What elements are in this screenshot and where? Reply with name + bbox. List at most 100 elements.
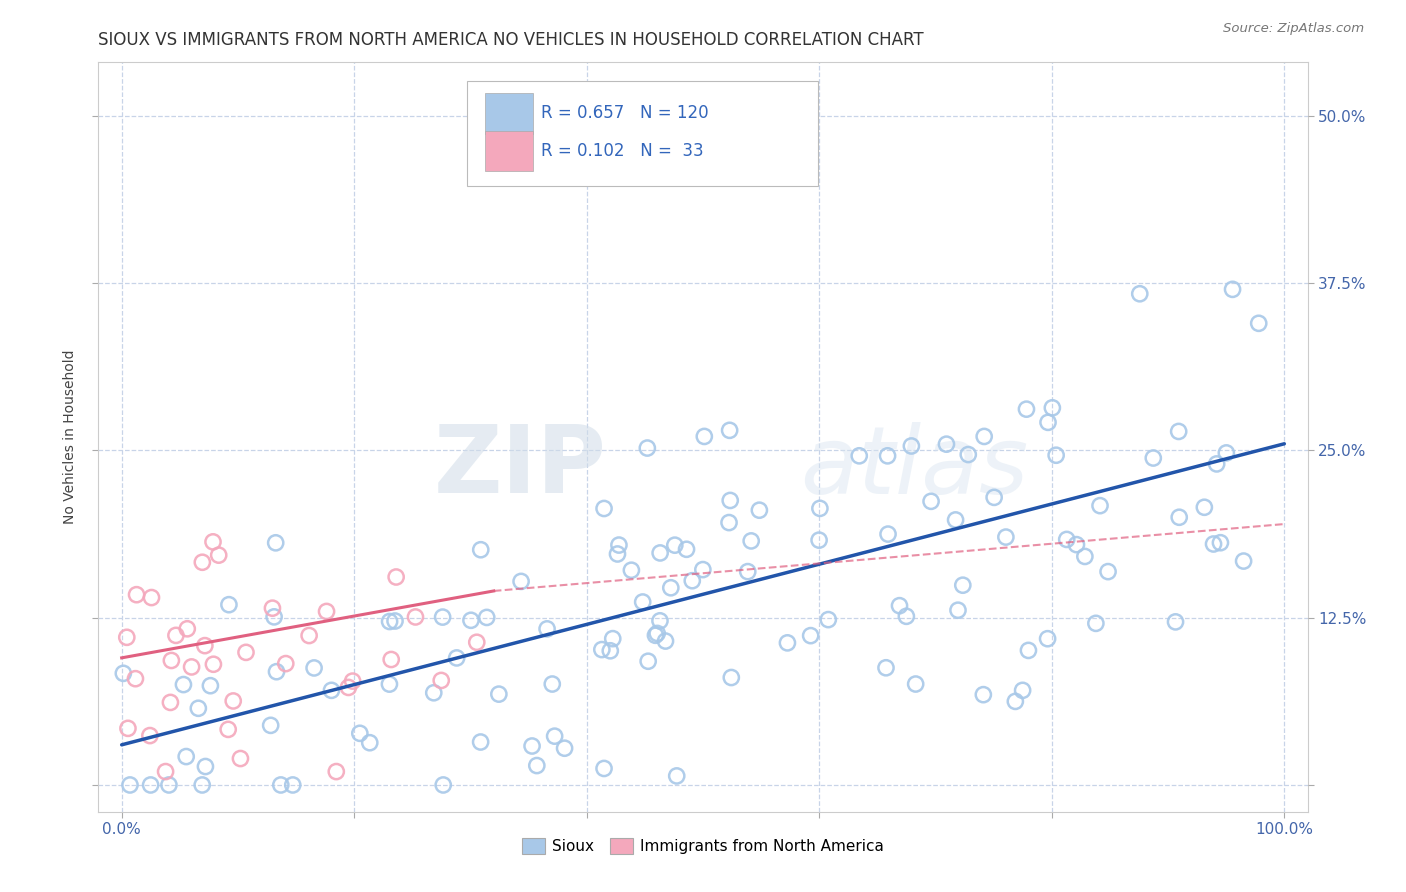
Point	[139, 778, 162, 792]
Point	[1205, 457, 1227, 471]
Point	[384, 614, 406, 628]
Point	[385, 570, 408, 584]
Point	[650, 546, 672, 560]
Point	[1167, 425, 1189, 439]
Point	[877, 527, 900, 541]
Point	[875, 661, 897, 675]
Point	[139, 729, 162, 743]
Point	[378, 615, 401, 629]
Point	[1066, 538, 1088, 552]
Point	[620, 563, 643, 577]
FancyBboxPatch shape	[467, 81, 818, 186]
Point	[115, 630, 138, 644]
Point	[900, 439, 922, 453]
Point	[321, 683, 343, 698]
Point	[510, 574, 533, 589]
Point	[155, 764, 177, 779]
Text: atlas: atlas	[800, 422, 1028, 513]
Point	[957, 448, 980, 462]
Point	[1011, 683, 1033, 698]
Point	[423, 686, 446, 700]
Point	[1168, 510, 1191, 524]
Point	[229, 751, 252, 765]
Point	[1088, 499, 1111, 513]
Point	[693, 429, 716, 443]
Point	[281, 778, 304, 792]
Point	[298, 628, 321, 642]
Point	[681, 574, 703, 588]
Point	[470, 542, 492, 557]
Point	[543, 729, 565, 743]
FancyBboxPatch shape	[485, 93, 533, 134]
Y-axis label: No Vehicles in Household: No Vehicles in Household	[63, 350, 77, 524]
Point	[1142, 450, 1164, 465]
Point	[972, 688, 994, 702]
Point	[1215, 446, 1237, 460]
Point	[645, 626, 668, 640]
Point	[637, 654, 659, 668]
Point	[208, 548, 231, 562]
Point	[222, 694, 245, 708]
Point	[218, 598, 240, 612]
Point	[359, 736, 381, 750]
Point	[125, 588, 148, 602]
Point	[202, 657, 225, 672]
Point	[460, 613, 482, 627]
Point	[1084, 616, 1107, 631]
Point	[430, 673, 453, 688]
Point	[262, 601, 284, 615]
Point	[720, 671, 742, 685]
Point	[526, 758, 548, 772]
Point	[165, 628, 187, 642]
Point	[718, 516, 741, 530]
Point	[740, 533, 762, 548]
Point	[889, 599, 911, 613]
Point	[475, 610, 498, 624]
Point	[187, 701, 209, 715]
Point	[180, 660, 202, 674]
Point	[599, 644, 621, 658]
Point	[904, 677, 927, 691]
Point	[1097, 565, 1119, 579]
Point	[644, 628, 666, 642]
Point	[380, 652, 402, 666]
Point	[263, 610, 285, 624]
Point	[465, 635, 488, 649]
Point	[160, 653, 183, 667]
Point	[536, 622, 558, 636]
Point	[1222, 282, 1244, 296]
Text: ZIP: ZIP	[433, 421, 606, 513]
Point	[946, 603, 969, 617]
Point	[270, 778, 292, 792]
Text: Source: ZipAtlas.com: Source: ZipAtlas.com	[1223, 22, 1364, 36]
Point	[315, 604, 337, 618]
Point	[808, 533, 831, 548]
Point	[124, 672, 146, 686]
Point	[176, 622, 198, 636]
Point	[274, 657, 297, 671]
Point	[952, 578, 974, 592]
Point	[606, 547, 628, 561]
Point	[342, 674, 364, 689]
Point	[1004, 694, 1026, 708]
Point	[488, 687, 510, 701]
Point	[174, 749, 197, 764]
Point	[602, 632, 624, 646]
Point	[432, 778, 454, 792]
Point	[876, 449, 898, 463]
Point	[920, 494, 942, 508]
Point	[808, 501, 831, 516]
Point	[718, 493, 741, 508]
Point	[659, 581, 682, 595]
Point	[1015, 402, 1038, 417]
Point	[325, 764, 347, 779]
Point	[302, 661, 325, 675]
Point	[607, 538, 630, 552]
Point	[1056, 533, 1078, 547]
Point	[1074, 549, 1097, 564]
Point	[817, 613, 839, 627]
Point	[117, 722, 139, 736]
Point	[748, 503, 770, 517]
Point	[1129, 286, 1152, 301]
Point	[217, 723, 239, 737]
